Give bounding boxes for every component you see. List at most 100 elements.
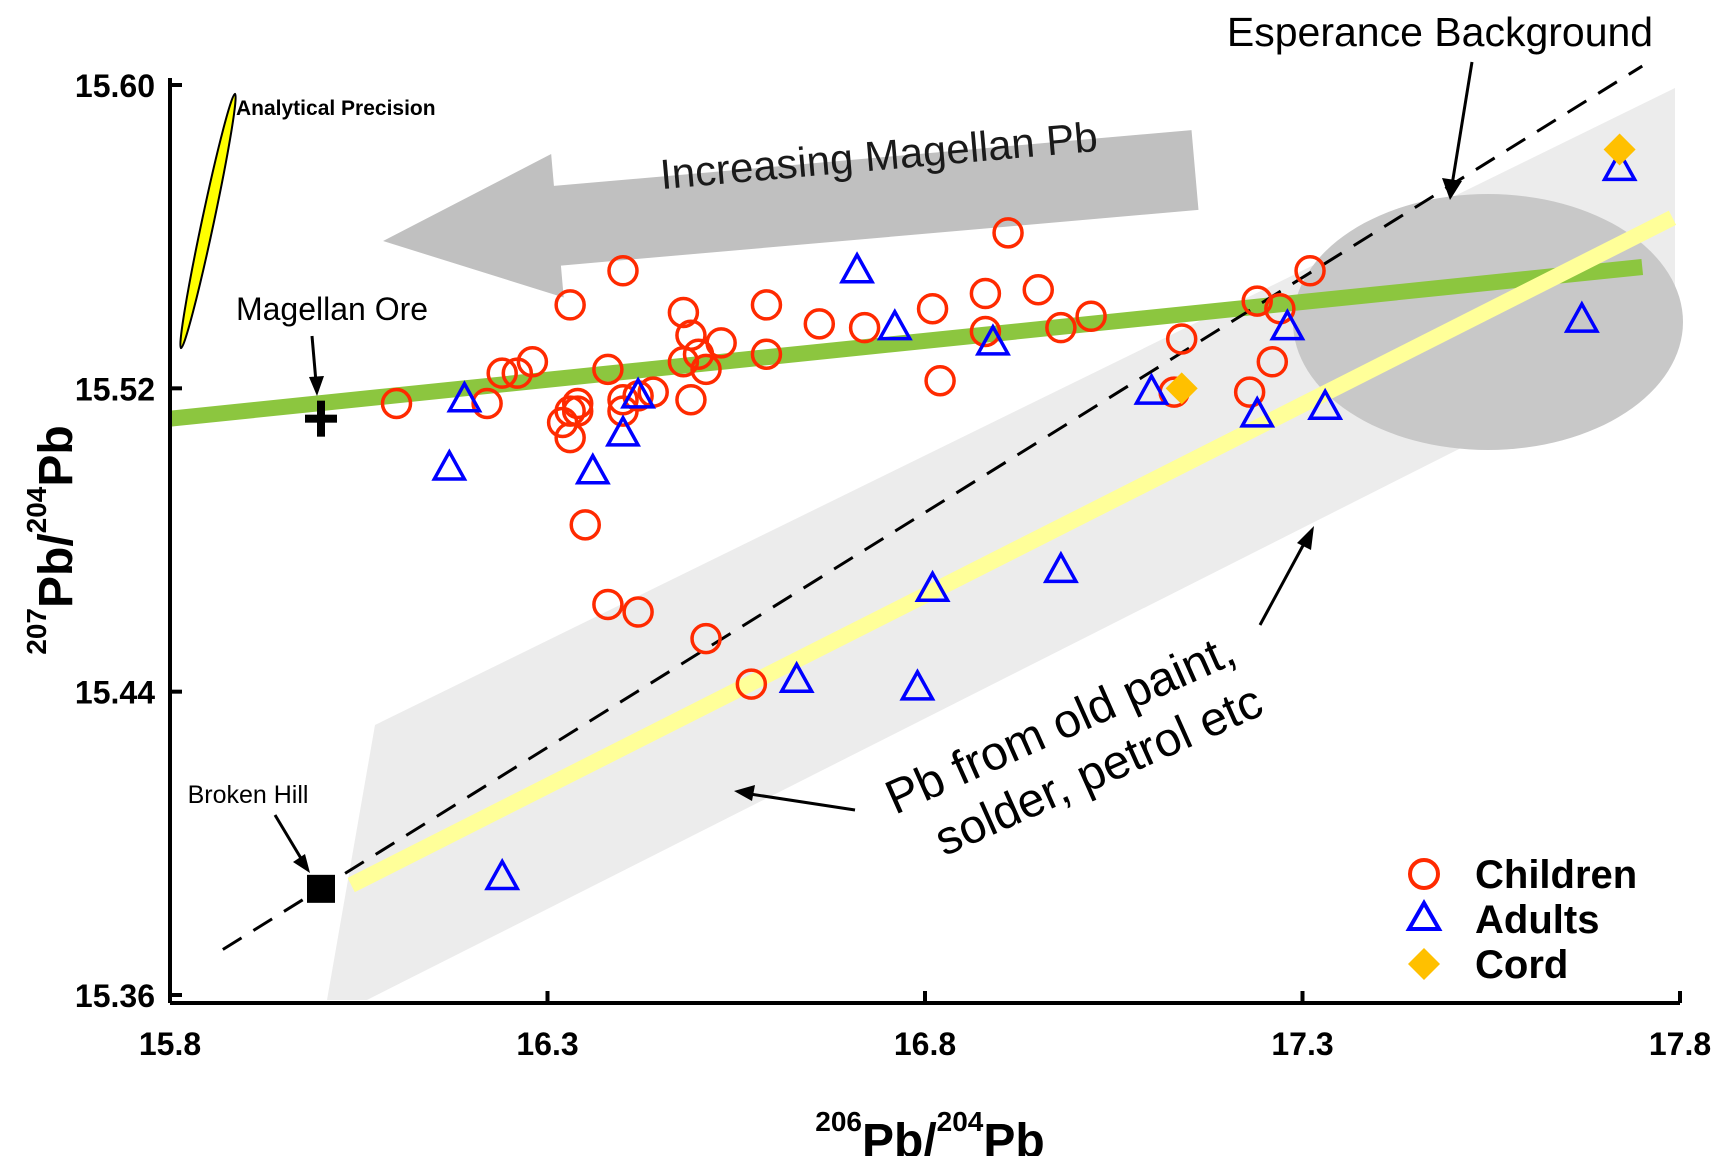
children-point <box>486 357 518 389</box>
y-axis-label-mid: Pb/ <box>30 533 83 608</box>
legend-children-marker <box>1408 858 1440 890</box>
children-point <box>916 292 949 325</box>
broken-hill-pointer <box>273 814 304 861</box>
adults-point <box>876 308 913 341</box>
children-point <box>750 338 783 370</box>
esperance-label: Esperance Background <box>1227 9 1653 55</box>
esperance-background-ellipse <box>1293 194 1683 450</box>
analytical-precision-label: Analytical Precision <box>236 97 436 120</box>
children-point <box>554 289 586 321</box>
adults-point <box>974 323 1011 356</box>
children-point <box>1294 255 1326 287</box>
adults-point <box>1269 308 1306 341</box>
children-point <box>969 315 1002 348</box>
x-tick-label: 17.3 <box>1271 1026 1333 1062</box>
magellan-ore-pointer-head <box>309 376 324 396</box>
children-point <box>471 387 503 420</box>
adults-point <box>839 251 876 284</box>
magellan-trend-line <box>169 259 1644 427</box>
children-point <box>607 255 639 287</box>
children-point <box>735 668 768 700</box>
pb-sources-pointer-left-head <box>734 785 755 801</box>
x-tick-label: 16.3 <box>516 1026 578 1062</box>
children-point <box>561 387 594 420</box>
trend-lines <box>169 64 1677 951</box>
children-point <box>1233 376 1266 408</box>
children-point <box>924 365 956 397</box>
esperance-pointer <box>1450 61 1474 186</box>
children-point <box>561 395 594 427</box>
adults-point <box>914 569 951 603</box>
magellan-ore-pointer <box>310 335 318 383</box>
children-point <box>705 327 737 359</box>
y-axis-label: 207Pb/204Pb <box>21 425 83 654</box>
adults-point <box>574 452 611 485</box>
children-point <box>622 596 654 628</box>
legend-adults-label: Adults <box>1475 898 1599 942</box>
y-axis-label-sup1: 207 <box>21 608 52 655</box>
children-point <box>592 353 624 386</box>
magellan-ore-marker-h <box>305 414 337 423</box>
children-point <box>1075 300 1107 333</box>
children-point <box>1045 311 1077 344</box>
children-point <box>667 296 700 329</box>
x-axis-label-sup1: 206 <box>815 1106 862 1137</box>
dashed-reference-line <box>222 64 1644 951</box>
adults-point <box>1239 395 1276 428</box>
adults-point <box>431 448 468 481</box>
y-axis-label-end: Pb <box>30 425 83 486</box>
legend-cord-marker <box>1408 948 1440 980</box>
children-point <box>569 509 601 541</box>
y-axis-label-sup2: 204 <box>21 486 52 533</box>
broken-hill-pointer-head <box>293 854 310 873</box>
children-point <box>675 319 707 351</box>
adults-point <box>605 414 641 447</box>
children-point <box>690 622 722 655</box>
analytical-precision-ellipse <box>179 92 237 350</box>
adults-point <box>484 857 521 891</box>
x-axis-label-end: Pb <box>983 1115 1044 1156</box>
cord-point <box>1603 133 1636 166</box>
axis-ticks: 15.8 16.3 16.8 17.3 17.8 15.60 15.52 15.44 15.36 <box>75 68 1711 1062</box>
background-trend-line <box>347 210 1677 893</box>
adults-point <box>1042 550 1079 584</box>
x-tick-label: 17.8 <box>1649 1026 1711 1062</box>
y-tick-label: 15.44 <box>75 675 155 711</box>
adults-point <box>1601 148 1638 182</box>
adults-point <box>899 668 936 701</box>
pb-sources-pointer-up-head <box>1297 526 1314 550</box>
children-point <box>750 289 783 321</box>
magellan-ore-label: Magellan Ore <box>236 291 428 327</box>
children-point <box>1022 274 1054 306</box>
children-point <box>516 346 549 378</box>
children-point <box>607 383 639 416</box>
y-tick-label: 15.36 <box>75 978 155 1014</box>
children-point <box>1241 285 1273 317</box>
children-point <box>554 395 586 427</box>
children-point <box>592 588 624 621</box>
x-axis-label: 206Pb/204Pb <box>815 1106 1044 1156</box>
children-point <box>803 308 836 340</box>
x-tick-label: 15.8 <box>139 1026 201 1062</box>
legend-cord-label: Cord <box>1475 943 1568 987</box>
legend: Children Adults Cord <box>1405 853 1637 987</box>
esperance-pointer-head <box>1442 178 1462 200</box>
children-point <box>992 217 1024 249</box>
children-point <box>848 311 881 344</box>
pb-sources-pointer-left <box>749 792 856 812</box>
adults-point <box>446 380 483 413</box>
adults-point <box>1307 387 1344 421</box>
increasing-magellan-arrow <box>383 130 1199 298</box>
children-point <box>380 387 413 420</box>
legend-adults-marker <box>1405 898 1443 931</box>
broken-hill-marker <box>307 874 335 903</box>
x-tick-label: 16.8 <box>894 1026 956 1062</box>
broken-hill-label: Broken Hill <box>188 781 309 809</box>
pb-sources-pointer-up <box>1258 539 1308 626</box>
data-points <box>305 133 1638 903</box>
legend-children-label: Children <box>1475 853 1637 897</box>
cord-point <box>1165 372 1198 405</box>
y-tick-label: 15.60 <box>75 68 155 104</box>
x-axis-label-sup2: 204 <box>937 1106 984 1137</box>
